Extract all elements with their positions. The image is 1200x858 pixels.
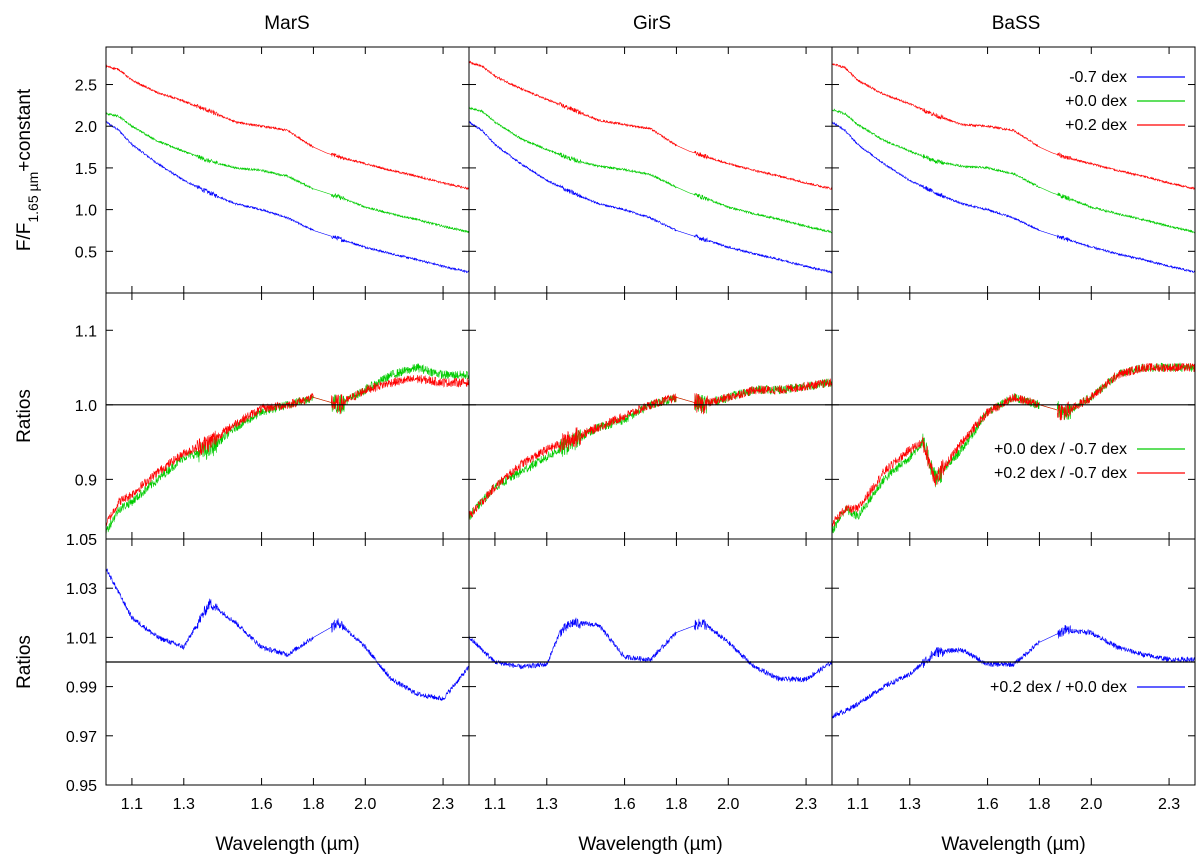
y-axis-label-spectra: F/F1.65 µm+constant	[14, 88, 41, 251]
series-line-0-2-dex	[832, 63, 1195, 191]
plot-area	[106, 363, 469, 535]
legend-label-0-0-dex-0-7-dex: +0.0 dex / -0.7 dex	[994, 441, 1127, 458]
legend: +0.0 dex / -0.7 dex +0.2 dex / -0.7 dex	[994, 441, 1185, 482]
panels-layer: -0.7 dex +0.0 dex +0.2 dex +0.0 dex / -0.7 …	[105, 46, 1196, 786]
panel-frame	[831, 292, 1196, 540]
series-line-0-2-dex-0-7-dex	[106, 374, 469, 526]
series-line-0-2-dex-0-0-dex	[469, 617, 832, 683]
y-tick-label: 0.97	[66, 729, 97, 746]
series-line-0-0-dex	[469, 106, 832, 234]
plot-area	[832, 625, 1195, 719]
series-line-0-7-dex	[106, 120, 469, 274]
y-axis-label-ratios-00: Ratios	[14, 635, 35, 689]
x-tick-label: 2.0	[1080, 796, 1102, 813]
y-tick-label: 2.5	[75, 78, 97, 95]
series-line-0-2-dex-0-7-dex	[832, 362, 1195, 528]
panel-ratios-00-bass: +0.2 dex / +0.0 dex	[831, 538, 1196, 786]
x-tick-label: 1.3	[899, 796, 921, 813]
y-tick-label: 1.0	[75, 203, 97, 220]
y-tick-label: 1.0	[75, 398, 97, 415]
legend-label-0-2-dex: +0.2 dex	[1065, 117, 1127, 134]
y-axis-label-ratios-07: Ratios	[14, 389, 35, 443]
y-tick-label: 1.03	[66, 581, 97, 598]
panel-frame	[105, 292, 470, 540]
x-tick-label: 1.1	[484, 796, 506, 813]
legend: +0.2 dex / +0.0 dex	[990, 679, 1185, 696]
panel-ratios-07-bass: +0.0 dex / -0.7 dex +0.2 dex / -0.7 dex	[831, 292, 1196, 540]
x-tick-label: 1.8	[302, 796, 324, 813]
y-tick-label: 0.5	[75, 244, 97, 261]
plot-area	[469, 60, 832, 274]
panel-ratios-00-mars	[105, 538, 470, 786]
x-tick-label: 1.3	[536, 796, 558, 813]
column-title-bass: BaSS	[992, 13, 1041, 34]
panel-spectra-mars	[105, 46, 470, 294]
x-tick-label: 2.0	[354, 796, 376, 813]
legend: -0.7 dex +0.0 dex +0.2 dex	[1065, 69, 1185, 134]
series-line-0-2-dex	[106, 64, 469, 191]
plot-area	[469, 378, 832, 520]
panel-frame	[468, 46, 833, 294]
y-tick-label: 1.01	[66, 630, 97, 647]
legend-label-0-2-dex-0-0-dex: +0.2 dex / +0.0 dex	[990, 679, 1127, 696]
y-tick-label: 1.1	[75, 323, 97, 340]
plot-area	[832, 362, 1195, 534]
legend-label-0-2-dex-0-7-dex: +0.2 dex / -0.7 dex	[994, 465, 1127, 482]
x-tick-label: 2.3	[1158, 796, 1180, 813]
series-line-0-2-dex-0-0-dex	[832, 625, 1195, 719]
x-tick-label: 1.8	[665, 796, 687, 813]
series-line-0-7-dex	[469, 120, 832, 274]
panel-ratios-07-mars	[105, 292, 470, 540]
panel-frame	[831, 538, 1196, 786]
column-title-mars: MarS	[264, 13, 309, 34]
series-line-0-2-dex-0-0-dex	[106, 567, 469, 702]
x-tick-label: 1.1	[121, 796, 143, 813]
y-tick-label: 0.99	[66, 680, 97, 697]
x-tick-label: 1.6	[613, 796, 635, 813]
x-tick-label: 1.3	[173, 796, 195, 813]
plot-area	[106, 64, 469, 274]
series-line-0-0-dex-0-7-dex	[469, 378, 832, 520]
series-line-0-0-dex	[832, 108, 1195, 234]
x-tick-label: 1.8	[1028, 796, 1050, 813]
column-title-girs: GirS	[633, 13, 671, 34]
plot-area	[832, 63, 1195, 273]
panel-frame	[831, 46, 1196, 294]
series-line-0-0-dex-0-7-dex	[106, 363, 469, 535]
x-tick-label: 1.6	[250, 796, 272, 813]
axes-text-layer: 0.5 1.0 1.5 2.0 2.5 F/F1.65 µm+constant 0.9 1.0…	[14, 78, 1180, 855]
panel-spectra-bass: -0.7 dex +0.0 dex +0.2 dex	[831, 46, 1196, 294]
x-axis-label-mars: Wavelength (µm)	[215, 834, 359, 855]
x-axis-label-bass: Wavelength (µm)	[941, 834, 1085, 855]
y-tick-label: 0.9	[75, 472, 97, 489]
legend-label-0-7-dex: -0.7 dex	[1069, 69, 1127, 86]
x-axis-label-girs: Wavelength (µm)	[578, 834, 722, 855]
x-tick-label: 2.0	[717, 796, 739, 813]
x-tick-label: 1.1	[847, 796, 869, 813]
panel-frame	[105, 46, 470, 294]
column-titles: MarS GirS BaSS	[264, 13, 1040, 34]
y-tick-label: 0.95	[66, 778, 97, 795]
series-line-0-2-dex-0-7-dex	[469, 378, 832, 520]
plot-area	[469, 617, 832, 683]
plot-area	[106, 567, 469, 702]
panel-spectra-girs	[468, 46, 833, 294]
x-tick-label: 2.3	[795, 796, 817, 813]
legend-label-0-0-dex: +0.0 dex	[1065, 93, 1127, 110]
x-tick-label: 1.6	[976, 796, 998, 813]
panel-ratios-07-girs	[468, 292, 833, 540]
panel-ratios-00-girs	[468, 538, 833, 786]
series-line-0-7-dex	[832, 121, 1195, 273]
x-tick-label: 2.3	[432, 796, 454, 813]
series-line-0-2-dex	[469, 60, 832, 190]
y-tick-label: 1.05	[66, 532, 97, 549]
series-line-0-0-dex	[106, 112, 469, 234]
panel-frame	[468, 292, 833, 540]
y-tick-label: 1.5	[75, 161, 97, 178]
y-tick-label: 2.0	[75, 119, 97, 136]
